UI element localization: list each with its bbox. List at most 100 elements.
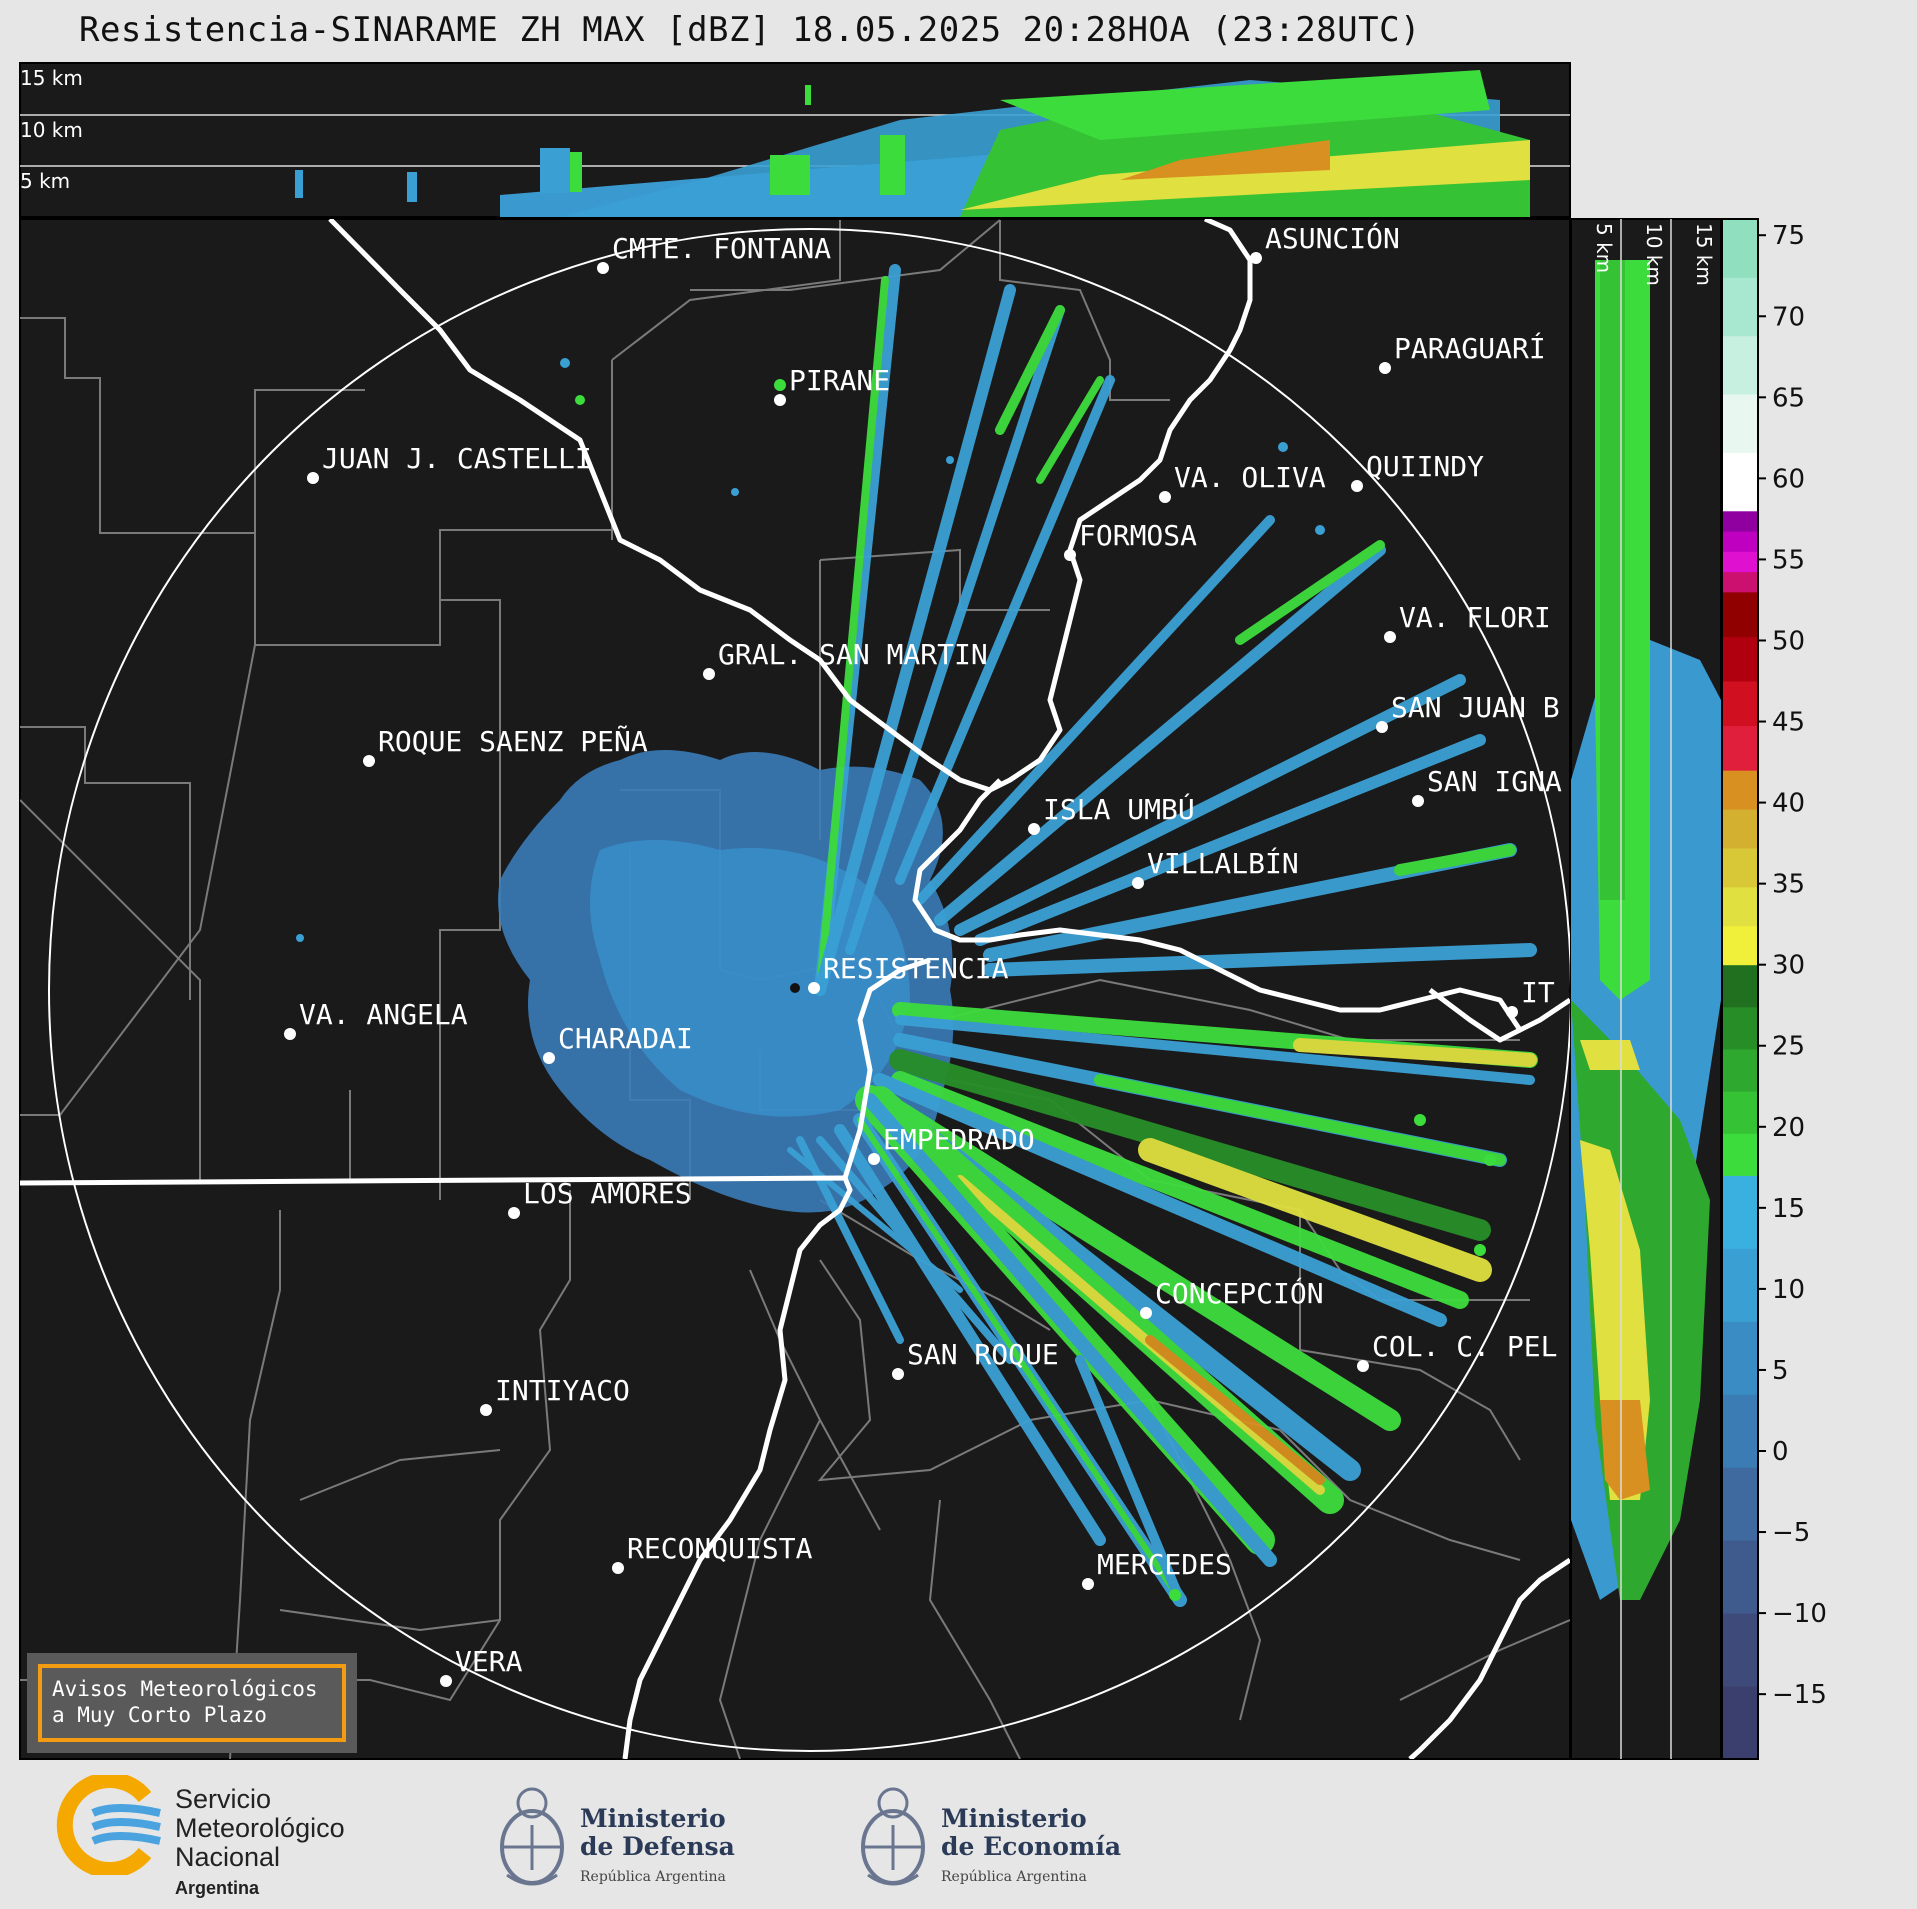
colorbar-tick-label: 25: [1772, 1032, 1805, 1062]
city-dot: [808, 982, 820, 994]
city-marker[interactable]: PARAGUARÍ: [1379, 331, 1546, 374]
city-marker[interactable]: PIRANE: [774, 364, 890, 406]
ministerio-economia-logo: Ministerio de Economía República Argenti…: [856, 1775, 1146, 1895]
city-dot: [480, 1404, 492, 1416]
city-label: FORMOSA: [1079, 519, 1197, 552]
top-profile-height-labels: 15 km 10 km 5 km: [20, 66, 83, 193]
ministerio-defensa-logo: Ministerio de Defensa República Argentin…: [495, 1775, 775, 1895]
city-label: ROQUE SAENZ PEÑA: [378, 724, 648, 758]
city-marker[interactable]: SAN ROQUE: [892, 1338, 1059, 1380]
radar-site-marker: [790, 983, 800, 993]
city-marker[interactable]: QUIINDY: [1351, 450, 1484, 492]
city-marker[interactable]: IT: [1506, 976, 1555, 1018]
defensa-line1: Ministerio: [580, 1804, 726, 1833]
city-marker[interactable]: LOS AMORES: [508, 1177, 692, 1219]
city-marker[interactable]: MERCEDES: [1082, 1548, 1232, 1590]
city-label: COL. C. PEL: [1372, 1330, 1557, 1363]
colorbar-band: [1722, 1686, 1758, 1760]
range-ring: [48, 228, 1570, 1752]
colorbar-band: [1722, 452, 1758, 512]
city-marker[interactable]: RESISTENCIA: [808, 952, 1009, 994]
smn-country: Argentina: [175, 1878, 260, 1898]
colorbar-band: [1722, 1321, 1758, 1395]
smn-logo: Servicio Meteorológico Nacional Argentin…: [55, 1775, 395, 1898]
colorbar-tick-label: −10: [1772, 1599, 1827, 1629]
city-marker[interactable]: FORMOSA: [1064, 519, 1197, 561]
city-label: CMTE. FONTANA: [612, 232, 831, 265]
colorbar-band: [1722, 335, 1758, 395]
city-dot: [1250, 252, 1262, 264]
city-label: SAN IGNA: [1427, 765, 1562, 798]
city-marker[interactable]: ROQUE SAENZ PEÑA: [363, 724, 648, 767]
colorbar-tick-label: 70: [1772, 302, 1805, 332]
city-marker[interactable]: VA. OLIVA: [1159, 461, 1326, 503]
smn-name-line2: Meteorológico: [175, 1813, 345, 1843]
colorbar-tick-label: 55: [1772, 545, 1805, 575]
city-marker[interactable]: ISLA UMBÚ: [1028, 792, 1195, 835]
city-label: VILLALBÍN: [1147, 846, 1299, 880]
city-dot: [1140, 1307, 1152, 1319]
smn-name-line3: Nacional: [175, 1842, 281, 1872]
colorbar-band: [1722, 1540, 1758, 1614]
city-label: ISLA UMBÚ: [1043, 792, 1195, 826]
page-title: Resistencia-SINARAME ZH MAX [dBZ] 18.05.…: [78, 10, 1422, 50]
side-height-label-5km: 5 km: [1592, 223, 1616, 273]
side-profile-panel: 5 km 10 km 15 km: [1570, 218, 1722, 1760]
colorbar-bands: [1722, 219, 1758, 1760]
defensa-line2: de Defensa: [580, 1832, 735, 1861]
colorbar-band: [1722, 725, 1758, 771]
city-marker[interactable]: ASUNCIÓN: [1250, 221, 1400, 264]
colorbar-tick-label: 35: [1772, 870, 1805, 900]
city-label: LOS AMORES: [523, 1177, 692, 1210]
city-marker[interactable]: VA. ANGELA: [284, 998, 468, 1040]
defensa-line3: República Argentina: [580, 1869, 726, 1885]
city-label: VA. FLORI: [1399, 601, 1551, 634]
city-marker[interactable]: CONCEPCIÓN: [1140, 1276, 1324, 1319]
colorbar-band: [1722, 964, 1758, 1008]
colorbar-band: [1722, 1175, 1758, 1249]
city-label: PIRANE: [789, 364, 890, 397]
city-marker[interactable]: CMTE. FONTANA: [597, 232, 831, 274]
city-label: INTIYACO: [495, 1374, 630, 1407]
smn-name-line1: Servicio: [175, 1784, 272, 1814]
city-dot: [1159, 491, 1171, 503]
city-label: VA. ANGELA: [299, 998, 468, 1031]
colorbar-band: [1722, 571, 1758, 593]
city-dot: [1506, 1006, 1518, 1018]
city-marker[interactable]: CHARADAI: [543, 1022, 693, 1064]
notice-line1: Avisos Meteorológicos: [52, 1677, 318, 1701]
city-dot: [1132, 877, 1144, 889]
city-dot: [1376, 721, 1388, 733]
city-marker[interactable]: VERA: [440, 1645, 523, 1687]
colorbar-band: [1722, 1048, 1758, 1092]
city-label: CONCEPCIÓN: [1155, 1276, 1324, 1310]
colorbar-band: [1722, 847, 1758, 888]
city-dot: [543, 1052, 555, 1064]
city-marker[interactable]: GRAL. SAN MARTIN: [703, 638, 988, 680]
side-height-label-10km: 10 km: [1642, 223, 1666, 286]
city-marker[interactable]: JUAN J. CASTELLI: [307, 442, 592, 484]
city-marker[interactable]: RECONQUISTA: [612, 1532, 813, 1574]
colorbar-band: [1722, 1467, 1758, 1541]
city-marker[interactable]: VILLALBÍN: [1132, 846, 1299, 889]
city-marker[interactable]: SAN IGNA: [1412, 765, 1562, 807]
map-panel[interactable]: CMTE. FONTANA ASUNCIÓN PARAGUARÍ PIRANE JUAN…: [19, 218, 1571, 1760]
city-label: ASUNCIÓN: [1265, 221, 1400, 255]
colorbar-band: [1722, 531, 1758, 552]
side-height-label-15km: 15 km: [1692, 223, 1716, 286]
city-dot: [1064, 549, 1076, 561]
colorbar-band: [1722, 551, 1758, 573]
city-dot: [703, 668, 715, 680]
city-marker[interactable]: SAN JUAN B: [1376, 691, 1560, 733]
city-marker[interactable]: COL. C. PEL: [1357, 1330, 1557, 1372]
city-dot: [440, 1675, 452, 1687]
city-marker[interactable]: VA. FLORI: [1384, 601, 1551, 643]
city-dot: [1384, 631, 1396, 643]
notice-line2: a Muy Corto Plazo: [52, 1703, 267, 1727]
economia-line3: República Argentina: [941, 1869, 1087, 1885]
colorbar-tick-label: −5: [1772, 1518, 1810, 1548]
city-label: RESISTENCIA: [823, 952, 1009, 985]
colorbar-band: [1722, 219, 1758, 278]
city-marker[interactable]: INTIYACO: [480, 1374, 630, 1416]
city-marker[interactable]: EMPEDRADO: [868, 1123, 1035, 1165]
